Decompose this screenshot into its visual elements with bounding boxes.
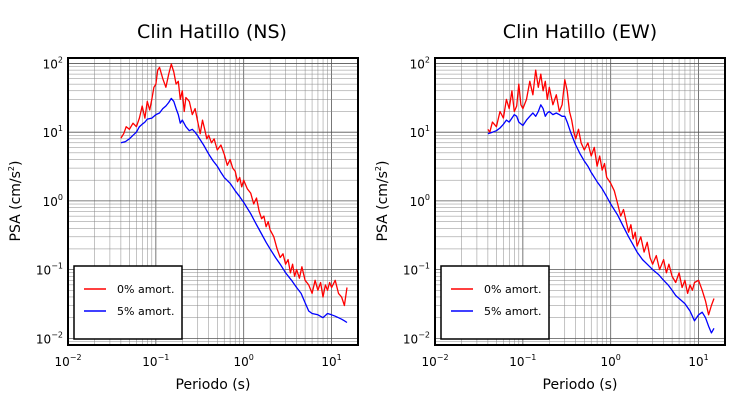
x-tick-label: 10−1 xyxy=(509,353,536,369)
y-tick-label: 10−2 xyxy=(403,330,430,346)
y-axis-label: PSA (cm/s2) xyxy=(374,161,391,242)
x-tick-label: 10−2 xyxy=(421,353,448,369)
y-tick-labels: 10−2 10−1 100 101 102 xyxy=(36,55,63,346)
y-tick-label: 100 xyxy=(43,193,63,209)
chart-title: Clin Hatillo (NS) xyxy=(137,21,287,43)
x-tick-label: 101 xyxy=(688,353,708,369)
y-axis-label-sup: 2 xyxy=(7,166,16,171)
legend-box xyxy=(73,265,183,340)
y-tick-label: 102 xyxy=(410,55,430,71)
x-tick-label: 100 xyxy=(601,353,621,369)
y-axis-label-tail: ) xyxy=(375,161,391,166)
y-tick-label: 10−1 xyxy=(403,262,430,278)
legend-label-5pct: 5% amort. xyxy=(484,305,541,318)
series-group xyxy=(120,63,348,324)
y-axis-label: PSA (cm/s2) xyxy=(7,161,24,242)
y-axis-label-tail: ) xyxy=(8,161,24,166)
chart-panel-ew: Clin Hatillo (EW) 10−2 10−1 100 101 10−210−… xyxy=(374,21,726,393)
chart-title: Clin Hatillo (EW) xyxy=(503,21,657,43)
legend: 0% amort. 5% amort. xyxy=(440,265,550,340)
legend-label-5pct: 5% amort. xyxy=(117,305,174,318)
x-axis-label: Periodo (s) xyxy=(176,377,251,393)
x-tick-labels: 10−2 10−1 100 101 xyxy=(54,353,341,369)
x-tick-label: 10−2 xyxy=(54,353,81,369)
series-line-5pct xyxy=(487,104,715,334)
y-axis-label-sup: 2 xyxy=(374,166,383,171)
plot-frame xyxy=(67,57,359,346)
series-line-0pct xyxy=(487,69,715,316)
series-line-5pct xyxy=(120,97,348,324)
y-tick-label: 10−2 xyxy=(36,330,63,346)
legend-label-0pct: 0% amort. xyxy=(484,283,541,296)
series-line-0pct xyxy=(120,63,348,307)
series-group xyxy=(487,69,715,334)
x-tick-label: 10−1 xyxy=(142,353,169,369)
y-tick-label: 100 xyxy=(410,193,430,209)
y-axis-label-base: PSA (cm/s xyxy=(375,171,391,241)
x-axis-label: Periodo (s) xyxy=(543,377,618,393)
chart-panel-ns: Clin Hatillo (NS) 10−2 10−1 100 101 10−210−… xyxy=(7,21,359,393)
legend: 0% amort. 5% amort. xyxy=(73,265,183,340)
y-tick-label: 101 xyxy=(43,124,63,140)
x-tick-labels: 10−2 10−1 100 101 xyxy=(421,353,708,369)
y-axis-label-base: PSA (cm/s xyxy=(8,171,24,241)
legend-box xyxy=(440,265,550,340)
legend-label-0pct: 0% amort. xyxy=(117,283,174,296)
x-tick-label: 101 xyxy=(321,353,341,369)
y-tick-label: 102 xyxy=(43,55,63,71)
plot-frame xyxy=(434,57,726,346)
y-tick-label: 10−1 xyxy=(36,262,63,278)
x-tick-label: 100 xyxy=(234,353,254,369)
y-tick-label: 101 xyxy=(410,124,430,140)
y-tick-labels: 10−2 10−1 100 101 102 xyxy=(403,55,430,346)
